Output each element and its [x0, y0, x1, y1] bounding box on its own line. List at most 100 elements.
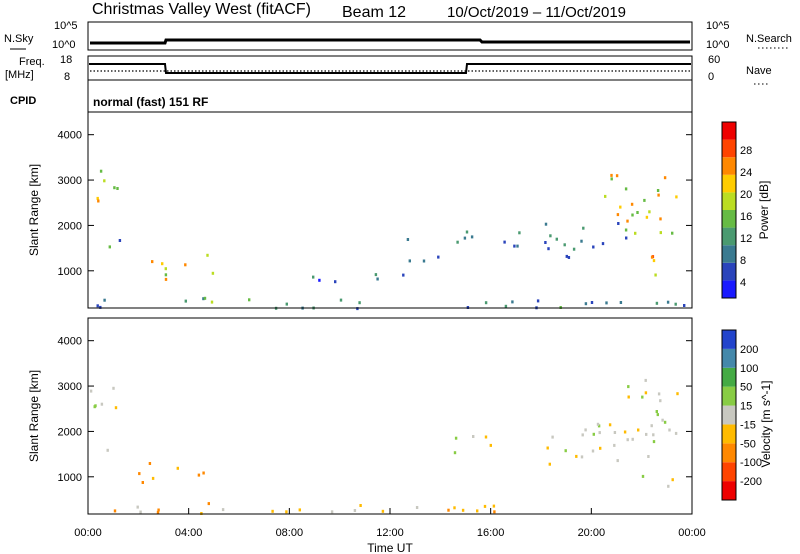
nsky-label: N.Sky: [4, 33, 34, 45]
power-yticks: 1000 2000 3000 4000: [58, 130, 692, 278]
power-cell: [358, 301, 361, 305]
velocity-colorbar-tick: 200: [740, 344, 758, 356]
velocity-cell: [461, 508, 465, 512]
ytick-label: 2000: [58, 220, 82, 232]
power-cell: [619, 205, 622, 209]
power-cell: [211, 271, 215, 275]
velocity-cell: [644, 378, 647, 382]
velocity-cell: [112, 386, 115, 390]
velocity-cell: [608, 423, 612, 427]
velocity-cell: [148, 462, 152, 465]
power-frame: [87, 111, 693, 309]
power-cell: [565, 254, 568, 258]
velocity-cell: [613, 431, 617, 434]
velocity-colorbar-label: Velocity [m s^-1]: [759, 381, 773, 468]
power-colorbar-tick: 8: [740, 255, 746, 267]
power-cell: [615, 174, 619, 178]
power-cell: [634, 231, 637, 235]
velocity-cell: [113, 509, 117, 513]
velocity-cell: [676, 392, 679, 396]
power-cell: [624, 187, 628, 191]
power-cell: [339, 298, 343, 302]
power-cell: [99, 169, 103, 173]
velocity-cells: [89, 378, 679, 515]
power-cell: [374, 273, 378, 277]
power-colorbar-swatch: [722, 192, 736, 210]
power-colorbar-tick: 4: [740, 277, 746, 289]
chart-title: Christmas Valley West (fitACF): [92, 1, 311, 18]
velocity-cell: [548, 462, 551, 466]
velocity-cell: [564, 449, 567, 453]
velocity-cell: [659, 399, 662, 403]
power-cell: [465, 230, 469, 234]
velocity-colorbar-swatch: [722, 367, 736, 387]
velocity-cell: [613, 443, 616, 447]
power-cell: [563, 243, 566, 247]
velocity-cell: [652, 433, 655, 437]
xtick-label: 12:00: [376, 527, 404, 539]
velocity-xticks: 00:00 04:00 08:00 12:00 16:00 20:00 00:00: [74, 508, 706, 539]
power-colorbar-swatch: [722, 227, 736, 246]
velocity-cell: [644, 391, 648, 395]
velocity-cell: [627, 385, 630, 389]
power-cell: [356, 307, 359, 311]
power-cell: [630, 202, 634, 206]
velocity-cell: [575, 454, 578, 458]
cpid-label: CPID: [10, 95, 36, 107]
velocity-cell: [626, 438, 629, 442]
velocity-cell: [598, 431, 601, 435]
power-cell: [408, 259, 411, 263]
power-cell: [666, 300, 670, 304]
velocity-cell: [647, 455, 650, 458]
xtick-label: 16:00: [477, 527, 505, 539]
velocity-cell: [139, 510, 142, 514]
xtick-label: 20:00: [578, 527, 606, 539]
velocity-colorbar-swatch: [722, 443, 736, 463]
power-cell: [96, 304, 99, 308]
velocity-yticks: 1000 2000 3000 4000: [58, 336, 692, 484]
date-range: 10/Oct/2019 – 11/Oct/2019: [447, 4, 626, 21]
velocity-colorbar-swatch: [722, 405, 736, 425]
velocity-cell: [476, 509, 479, 513]
power-cell: [617, 222, 620, 225]
power-cell: [470, 235, 474, 239]
power-cell: [626, 219, 629, 223]
velocity-colorbar-swatch: [722, 386, 736, 406]
velocity-cell: [641, 395, 644, 399]
velocity-cell: [650, 424, 653, 428]
power-cell: [504, 304, 508, 308]
power-cell: [654, 273, 657, 277]
ytick-label: 1000: [58, 472, 82, 484]
velocity-colorbar-tick: 100: [740, 363, 758, 375]
velocity-cell: [453, 506, 456, 510]
power-cell: [511, 300, 514, 304]
velocity-cell: [596, 422, 600, 426]
power-ylabel: Slant Range [km]: [27, 164, 41, 256]
freq-trace: [89, 63, 691, 74]
xtick-label: 00:00: [678, 527, 706, 539]
power-cell: [463, 236, 467, 240]
power-cell: [210, 300, 214, 304]
power-cell: [625, 236, 628, 240]
power-cell: [671, 231, 674, 235]
power-cell: [97, 199, 100, 203]
velocity-colorbar: 200 100 50 15 -15 -50 -100 -200: [721, 329, 762, 501]
power-colorbar-swatch: [722, 210, 736, 228]
velocity-panel: 1000 2000 3000 4000 00:00 04:00 08:00 12:00 16:…: [27, 317, 706, 554]
power-colorbar-swatch: [722, 245, 736, 263]
velocity-cell: [330, 510, 334, 514]
velocity-cell: [202, 471, 205, 475]
velocity-cell: [584, 428, 587, 432]
power-cell: [116, 187, 119, 190]
freq-tick-top: 18: [60, 54, 72, 66]
power-colorbar-swatch: [722, 157, 736, 175]
power-cell: [636, 211, 639, 214]
power-cell: [376, 277, 379, 281]
power-cell: [572, 247, 576, 251]
power-cell: [503, 240, 506, 244]
power-colorbar-label: Power [dB]: [757, 181, 771, 240]
velocity-cell: [668, 428, 671, 432]
power-cell: [582, 226, 585, 230]
power-colorbar-swatch: [722, 280, 736, 298]
velocity-cell: [631, 437, 634, 441]
